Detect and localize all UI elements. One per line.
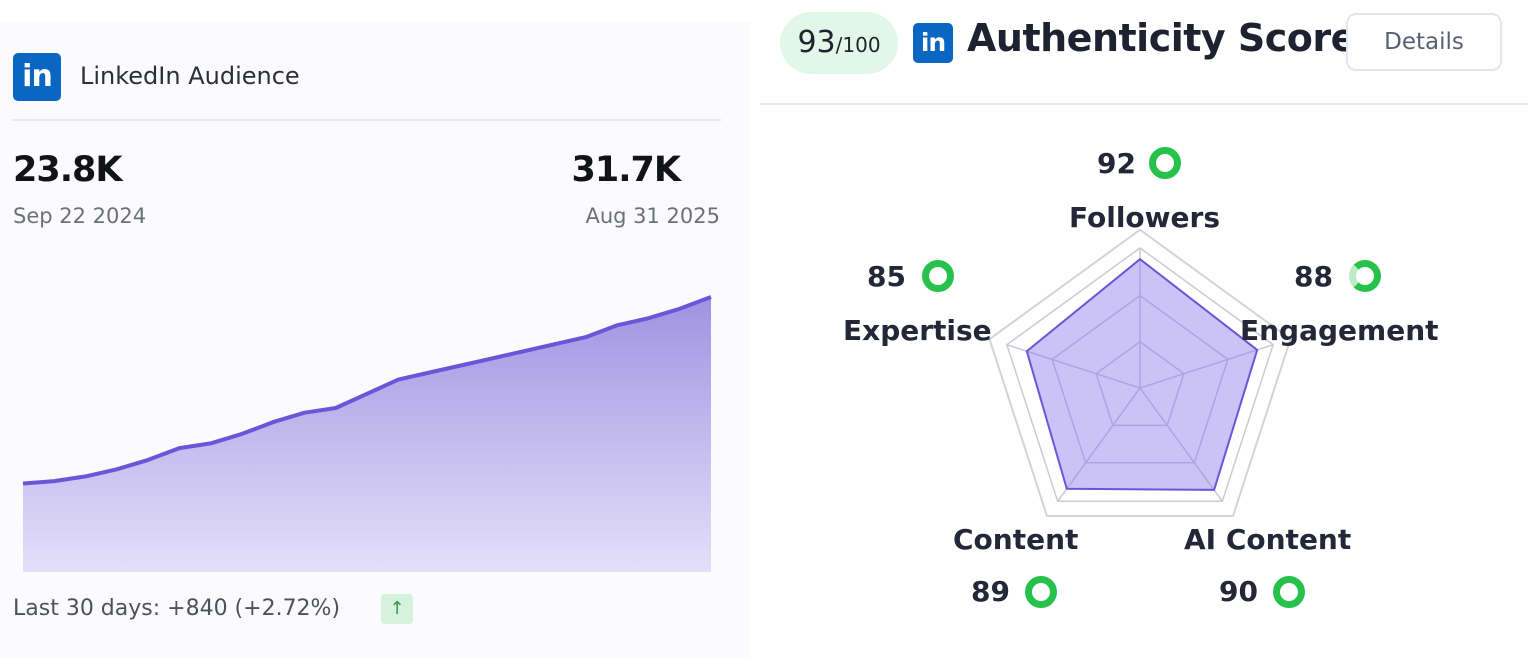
start-date: Sep 22 2024 (13, 204, 147, 228)
followers-score: 92 (1097, 147, 1136, 180)
radar-spoke (1006, 343, 1141, 389)
overall-score: 93 (797, 25, 836, 60)
radar-score-area (1025, 257, 1259, 491)
ai-content-score: 90 (1219, 575, 1258, 608)
authenticity-title: Authenticity Score (967, 16, 1356, 60)
followers-score-ring-icon (1149, 147, 1181, 179)
audience-growth-chart (22, 295, 712, 572)
content-score-ring-icon (1025, 576, 1057, 608)
engagement-score: 88 (1294, 260, 1333, 293)
divider (760, 103, 1528, 105)
followers-label: Followers (1069, 201, 1220, 234)
linkedin-audience-card: in LinkedIn Audience 23.8K Sep 22 2024 3… (0, 22, 750, 658)
radar-grid-ring (1006, 247, 1274, 503)
radar-spoke (1139, 387, 1223, 502)
start-follower-count: 23.8K (13, 150, 122, 190)
radar-grid-ring (1095, 340, 1185, 427)
content-score: 89 (971, 575, 1010, 608)
audience-title: LinkedIn Audience (80, 62, 300, 90)
end-date: Aug 31 2025 (585, 204, 720, 228)
linkedin-logo-icon: in (913, 23, 953, 63)
last-30-days-summary: Last 30 days: +840 (+2.72%) (13, 596, 341, 621)
ai-content-score-ring-icon (1273, 576, 1305, 608)
arrow-up-icon: ↑ (381, 594, 413, 624)
content-label: Content (953, 523, 1079, 556)
divider (13, 119, 721, 121)
end-follower-count: 31.7K (571, 150, 681, 190)
overall-score-badge: 93/100 (780, 12, 898, 74)
expertise-score-ring-icon (922, 260, 954, 292)
expertise-score: 85 (867, 260, 906, 293)
linkedin-logo-icon: in (13, 53, 61, 101)
audience-area-fill (23, 297, 711, 572)
radar-grid-ring (1051, 294, 1229, 464)
engagement-score-ring-icon (1349, 260, 1381, 292)
ai-content-label: AI Content (1184, 523, 1352, 556)
expertise-label: Expertise (843, 314, 992, 347)
radar-spoke (1057, 387, 1141, 502)
engagement-label: Engagement (1240, 314, 1439, 347)
radar-svg (988, 228, 1292, 517)
audience-line (22, 295, 712, 486)
radar-spoke (1139, 343, 1274, 389)
authenticity-radar-chart: 92 Followers 88 Engagement AI Content 90… (760, 105, 1531, 658)
overall-score-total: /100 (835, 33, 881, 57)
details-button[interactable]: Details (1346, 13, 1502, 71)
